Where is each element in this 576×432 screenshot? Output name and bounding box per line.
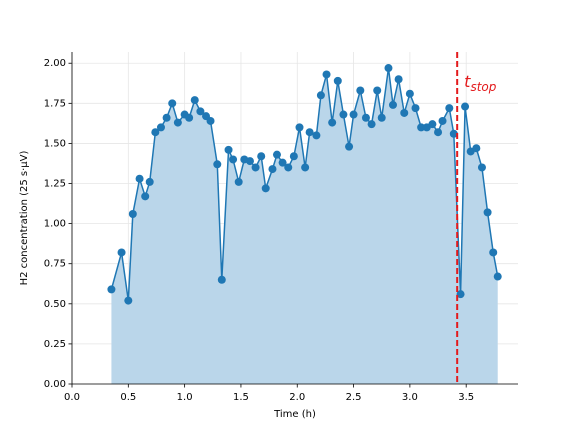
point — [229, 155, 238, 164]
point — [461, 102, 470, 111]
point — [493, 272, 502, 281]
point — [417, 123, 426, 132]
point — [456, 290, 465, 299]
point — [339, 110, 348, 119]
point — [162, 113, 171, 122]
point — [278, 158, 287, 167]
point — [305, 128, 314, 137]
x-axis-label: Time (h) — [273, 409, 316, 420]
y-tick-label: 0.50 — [44, 299, 66, 310]
point — [124, 296, 133, 305]
point — [284, 163, 293, 172]
point — [268, 165, 277, 174]
point — [428, 120, 437, 129]
point — [438, 116, 447, 125]
point — [107, 285, 116, 294]
point — [312, 131, 321, 140]
point — [185, 113, 194, 122]
point — [213, 160, 222, 169]
y-tick-label: 1.00 — [44, 219, 66, 230]
y-tick-label: 2.00 — [44, 58, 66, 69]
point — [117, 248, 126, 257]
point — [272, 150, 281, 159]
point — [217, 275, 226, 284]
point — [328, 118, 337, 127]
point — [367, 120, 376, 129]
point — [489, 248, 498, 257]
point — [384, 64, 393, 73]
y-tick-label: 0.75 — [44, 259, 66, 270]
x-tick-label: 2.0 — [289, 392, 305, 403]
point — [394, 75, 403, 84]
point — [333, 76, 342, 85]
x-tick-label: 2.5 — [346, 392, 362, 403]
point — [356, 86, 365, 95]
annotation-sub: stop — [470, 80, 496, 94]
point — [411, 104, 420, 113]
x-tick-label: 3.0 — [402, 392, 418, 403]
point — [206, 116, 215, 125]
point — [224, 145, 233, 154]
point — [301, 163, 310, 172]
point — [400, 108, 409, 117]
point — [141, 192, 150, 201]
line — [110, 67, 499, 301]
point — [477, 163, 486, 172]
point — [361, 113, 370, 122]
x-tick-label: 0.5 — [120, 392, 136, 403]
point — [316, 91, 325, 100]
point — [190, 96, 199, 105]
point — [349, 110, 358, 119]
annotation-main: t — [464, 72, 471, 91]
point — [483, 208, 492, 217]
point — [245, 157, 254, 166]
point — [151, 128, 160, 137]
y-tick-label: 1.25 — [44, 179, 66, 190]
point — [135, 174, 144, 183]
y-tick-label: 0.25 — [44, 339, 66, 350]
x-tick-label: 0.0 — [64, 392, 80, 403]
y-tick-label: 1.75 — [44, 98, 66, 109]
point — [472, 144, 481, 153]
point — [173, 118, 182, 127]
point — [196, 107, 205, 116]
x-tick-label: 1.0 — [177, 392, 193, 403]
x-tick-label: 3.5 — [458, 392, 474, 403]
point — [373, 86, 382, 95]
point — [128, 209, 137, 218]
point — [289, 152, 298, 161]
point — [449, 129, 458, 138]
point — [168, 99, 177, 108]
point — [156, 123, 165, 132]
point — [434, 128, 443, 137]
point — [388, 100, 397, 109]
point — [322, 70, 331, 79]
point — [405, 89, 414, 98]
area — [111, 68, 498, 385]
point — [295, 123, 304, 132]
point — [345, 142, 354, 151]
x-tick-label: 1.5 — [233, 392, 249, 403]
point — [251, 163, 260, 172]
annotation: tstop — [464, 72, 497, 94]
point — [234, 177, 243, 186]
point — [261, 184, 270, 193]
point — [377, 113, 386, 122]
point — [257, 152, 266, 161]
point — [445, 104, 454, 113]
y-tick-label: 0.00 — [44, 379, 66, 390]
y-axis-label: H2 concentration (25 s·µV) — [19, 151, 30, 286]
point — [145, 177, 154, 186]
y-tick-label: 1.50 — [44, 138, 66, 149]
